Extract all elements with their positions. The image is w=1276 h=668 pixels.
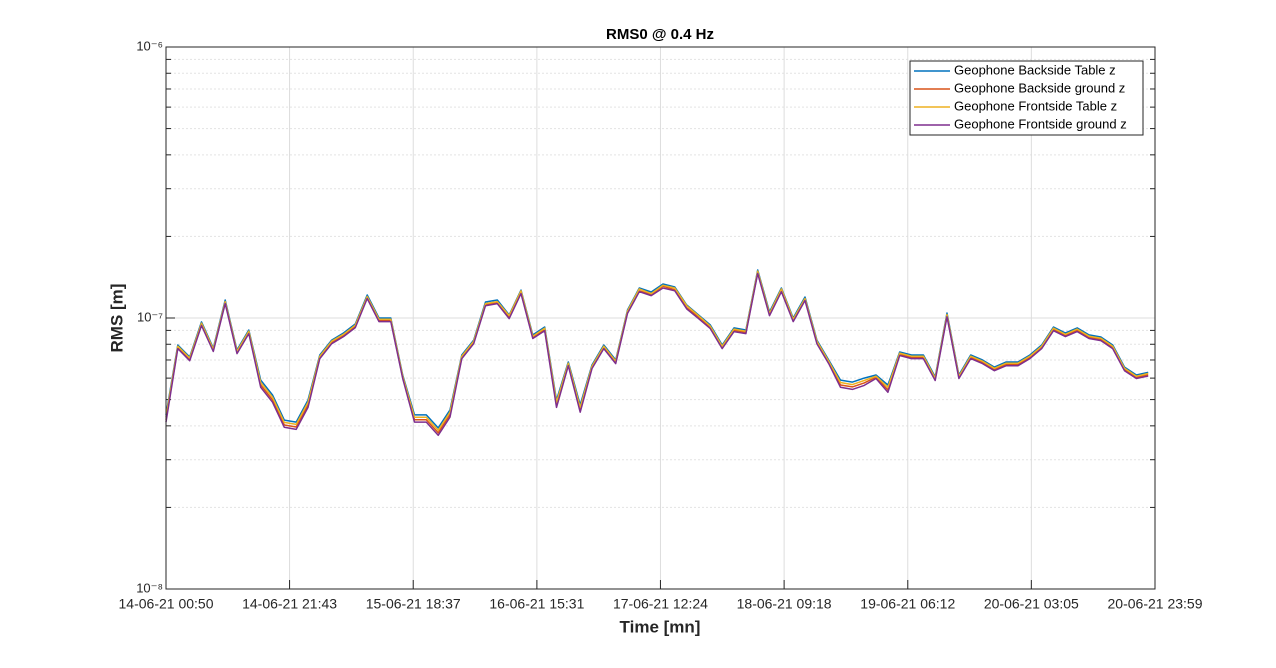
x-tick-label: 14-06-21 21:43: [242, 596, 337, 612]
x-tick-label: 18-06-21 09:18: [737, 596, 832, 612]
legend-box: [909, 60, 1144, 136]
x-axis-label: Time [mn]: [620, 617, 701, 636]
x-tick-label: 19-06-21 06:12: [860, 596, 955, 612]
axes-box: [165, 46, 1156, 590]
legend-label: Geophone Frontside ground z: [954, 116, 1127, 131]
x-tick-label: 14-06-21 00:50: [119, 596, 214, 612]
chart-title: RMS0 @ 0.4 Hz: [606, 26, 714, 43]
legend-label: Geophone Backside ground z: [954, 80, 1125, 95]
y-tick-label: 10⁻⁸: [136, 580, 163, 595]
x-tick-label: 17-06-21 12:24: [613, 596, 708, 612]
series-line: [165, 270, 1149, 432]
legend: Geophone Backside Table z Geophone Backsi…: [909, 60, 1144, 136]
series-line: [165, 272, 1149, 437]
y-tick-label: 10⁻⁷: [137, 309, 163, 324]
y-axis-label: RMS [m]: [107, 284, 126, 353]
x-tick-label: 16-06-21 15:31: [489, 596, 584, 612]
x-tick-label: 20-06-21 23:59: [1108, 596, 1203, 612]
legend-label: Geophone Backside Table z: [954, 62, 1116, 77]
legend-label: Geophone Frontside Table z: [954, 98, 1117, 113]
x-tick-label: 15-06-21 18:37: [366, 596, 461, 612]
y-tick-label: 10⁻⁶: [136, 38, 163, 53]
x-tick-label: 20-06-21 03:05: [984, 596, 1079, 612]
